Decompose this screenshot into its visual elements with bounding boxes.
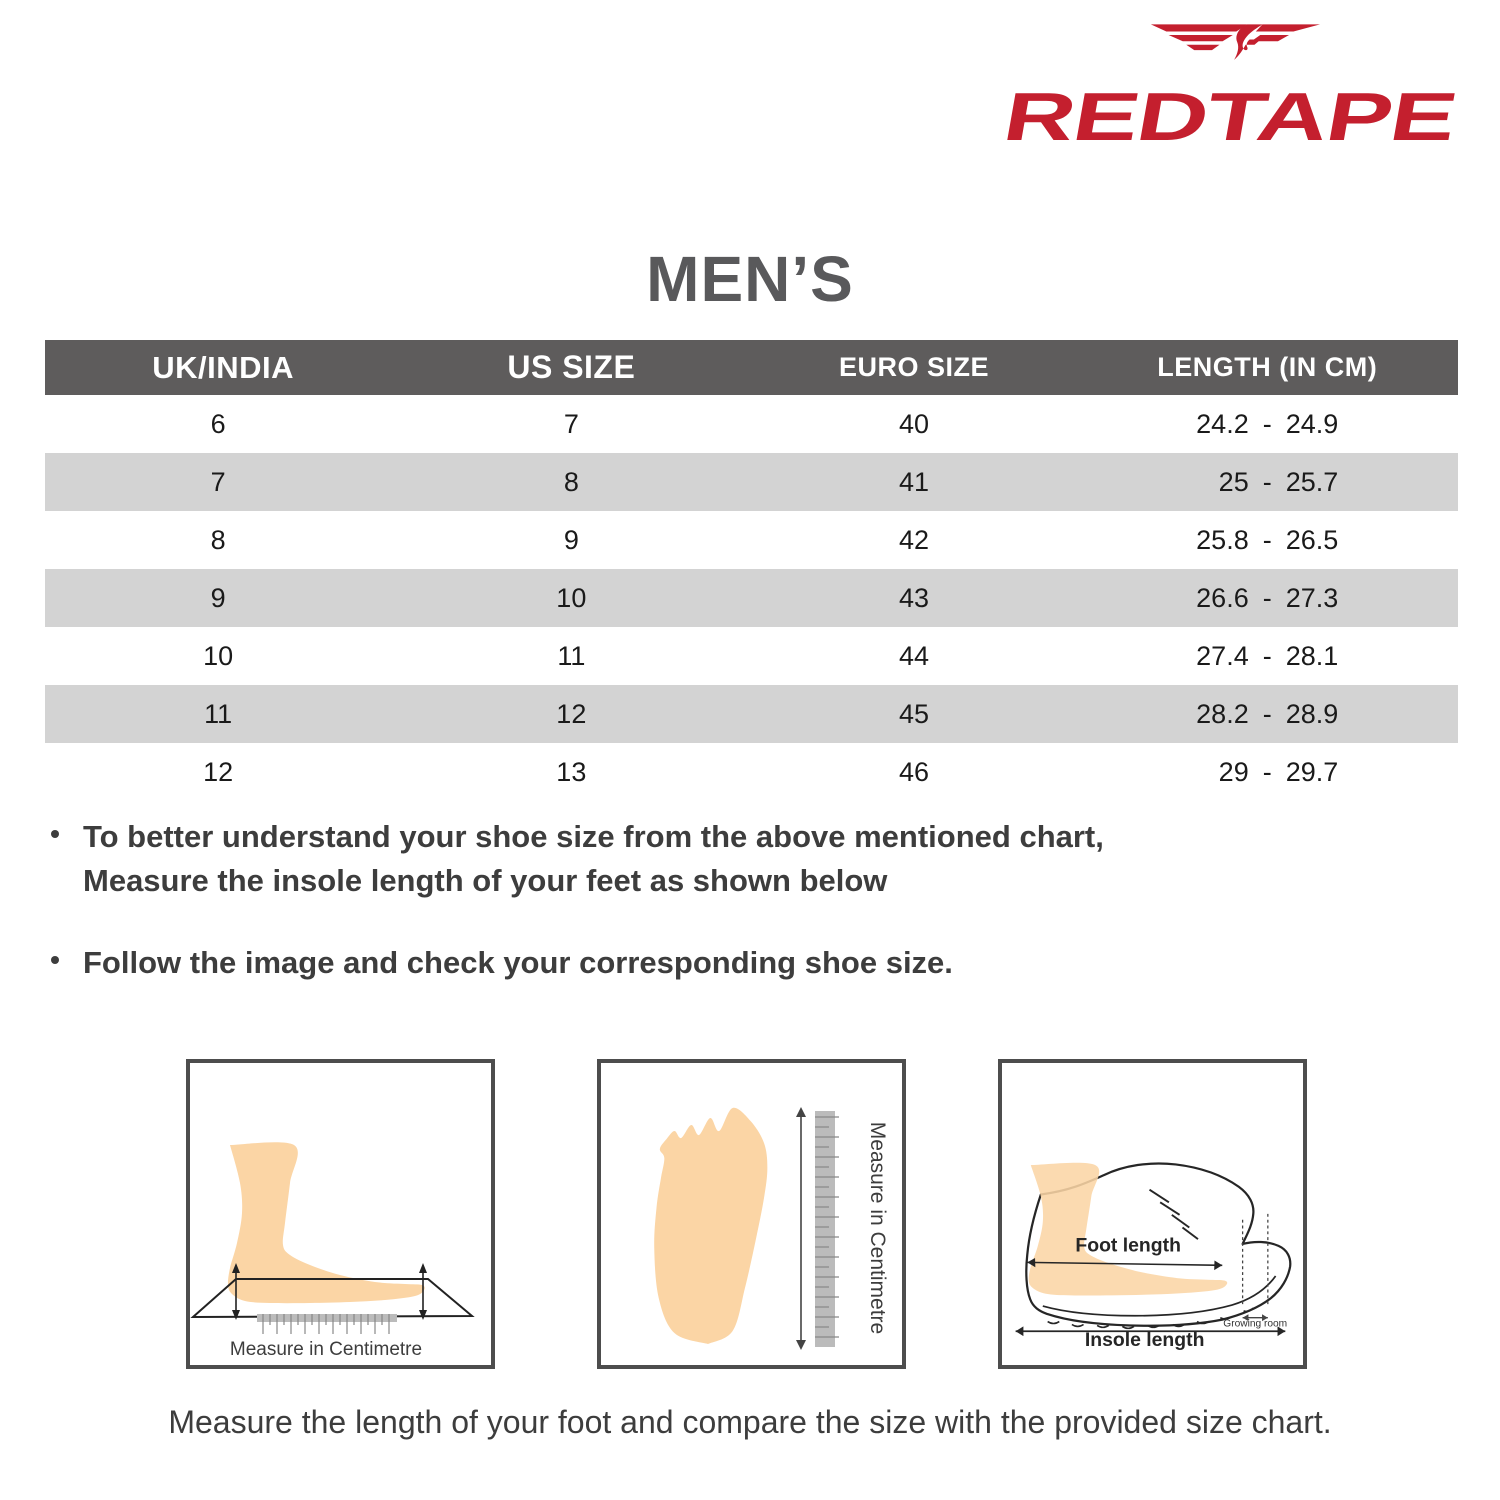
svg-text:REDTAPE: REDTAPE — [1000, 88, 1462, 148]
svg-text:Foot length: Foot length — [1075, 1235, 1181, 1257]
svg-text:Insole length: Insole length — [1085, 1329, 1205, 1351]
svg-text:Measure in Centimetre: Measure in Centimetre — [230, 1339, 422, 1360]
svg-text:Measure in Centimetre: Measure in Centimetre — [866, 1122, 889, 1334]
